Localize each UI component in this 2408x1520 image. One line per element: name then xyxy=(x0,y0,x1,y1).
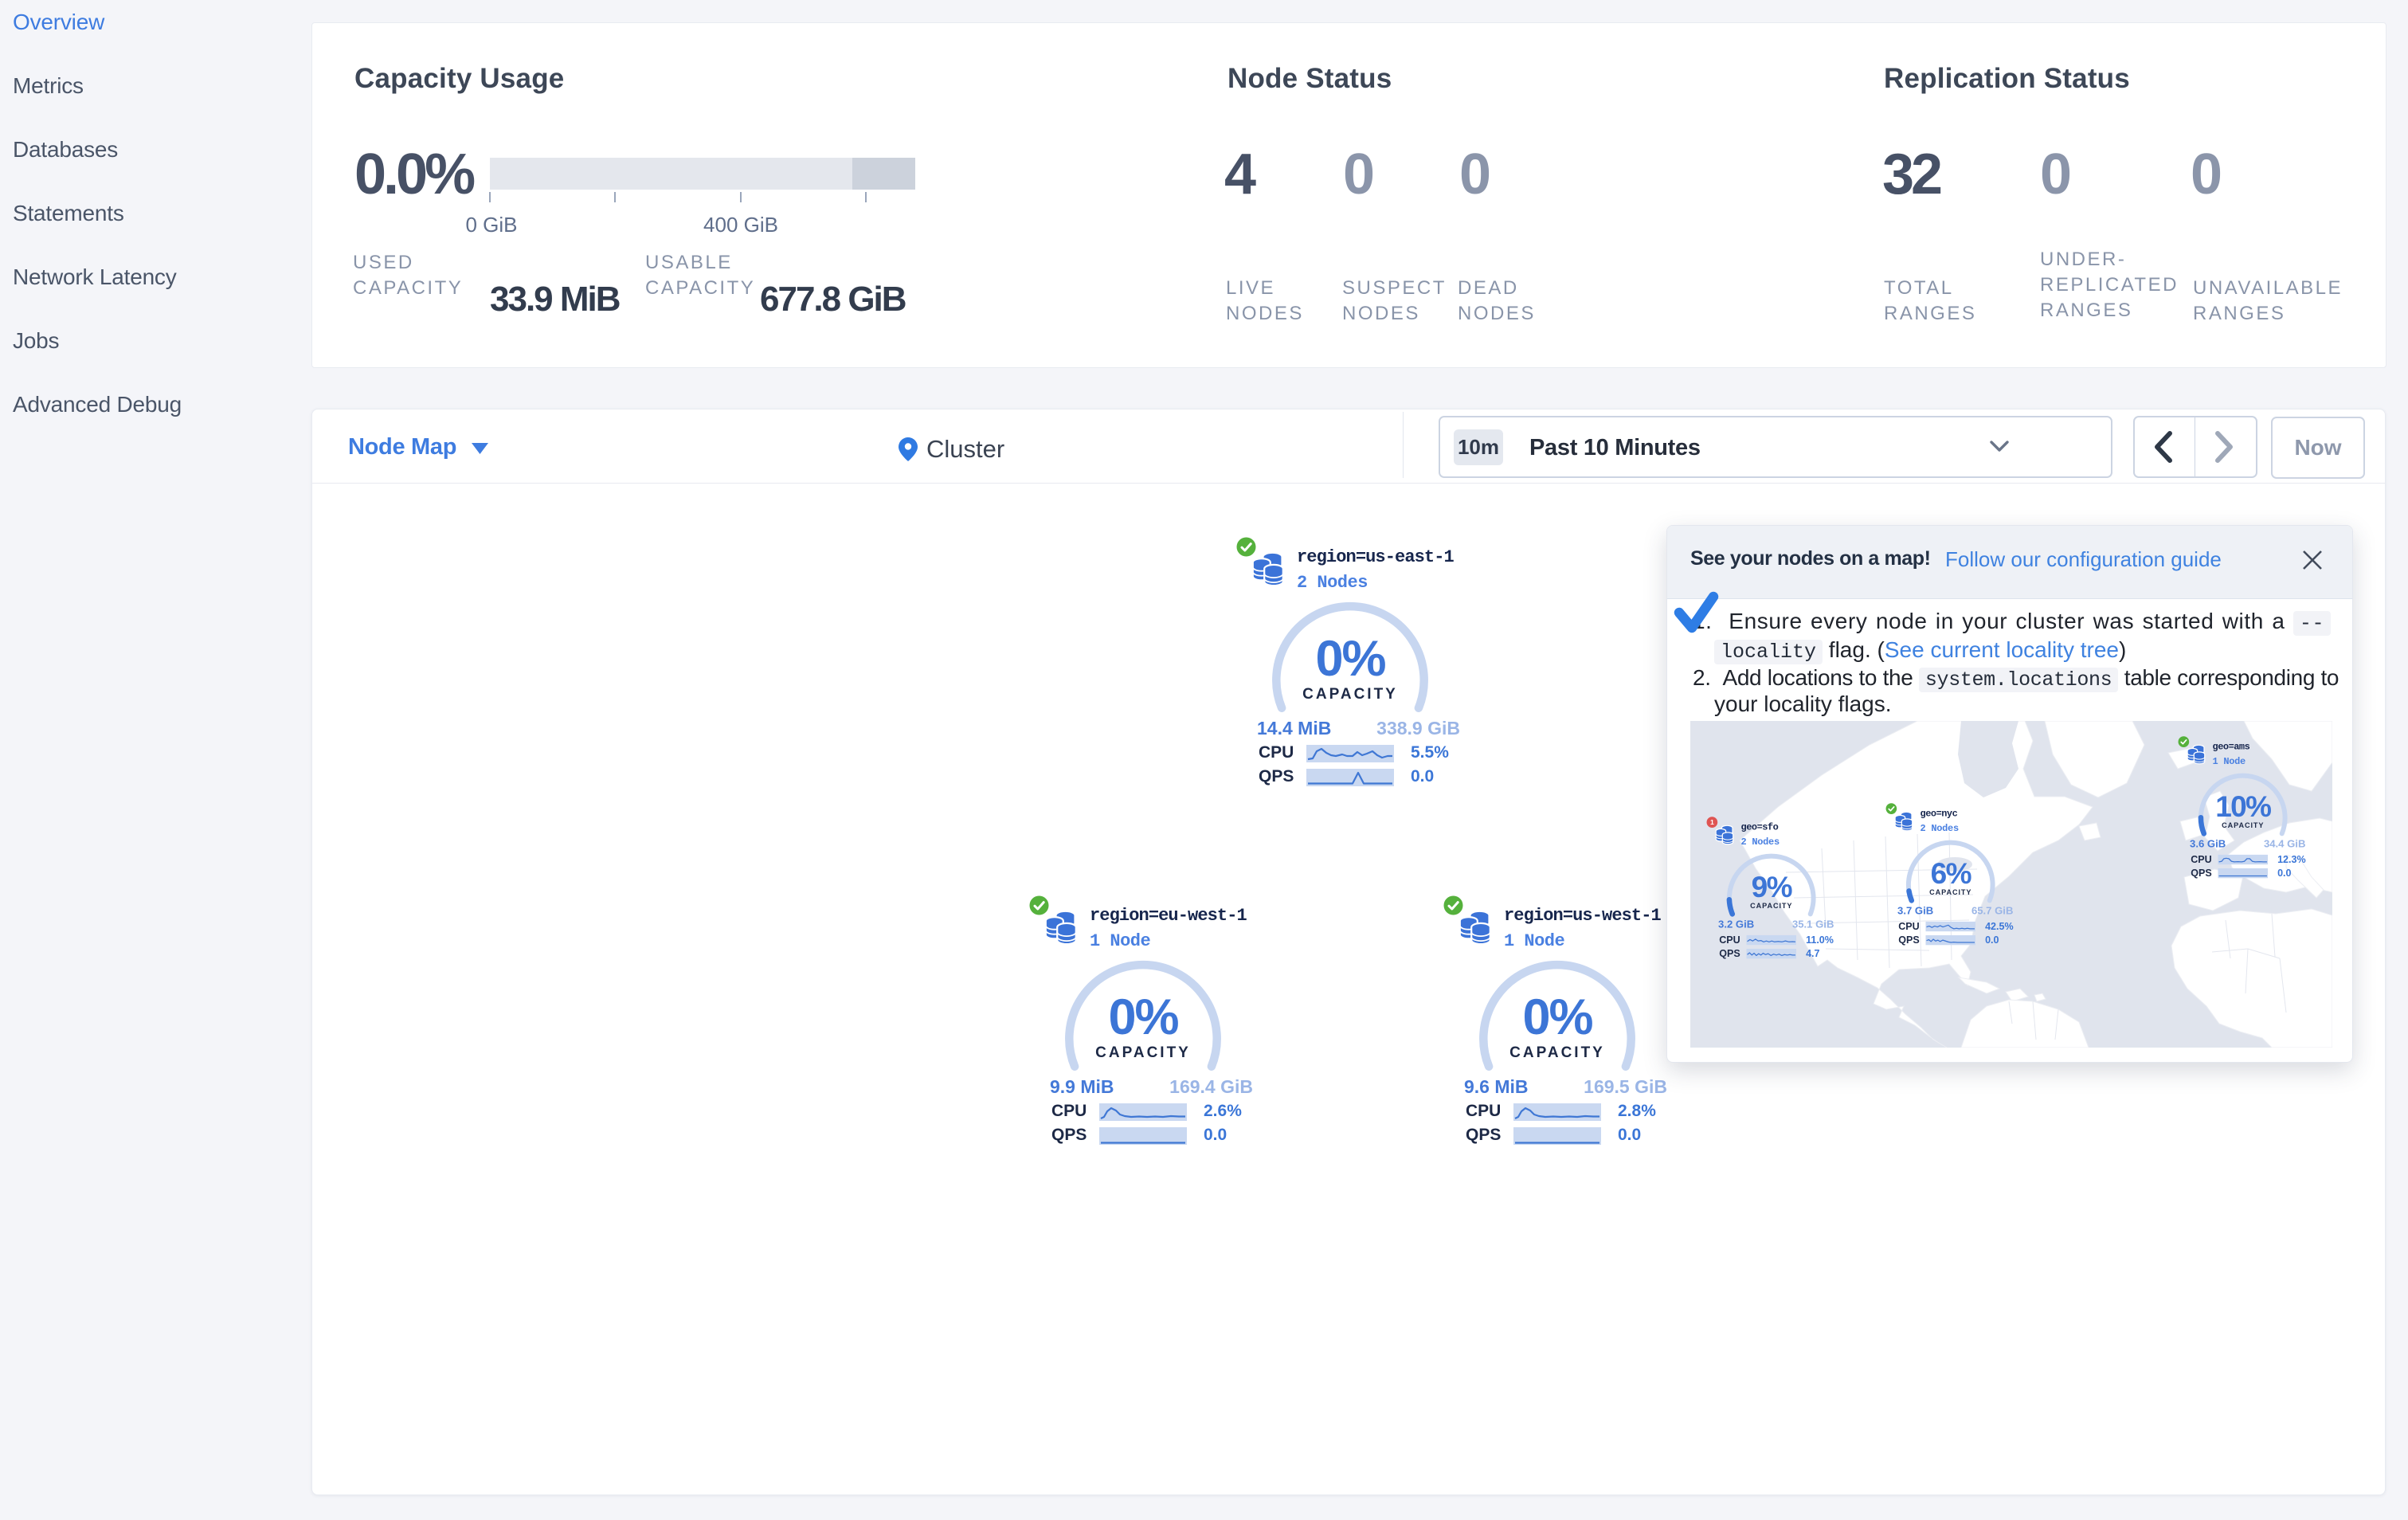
svg-text:1: 1 xyxy=(1710,818,1714,826)
